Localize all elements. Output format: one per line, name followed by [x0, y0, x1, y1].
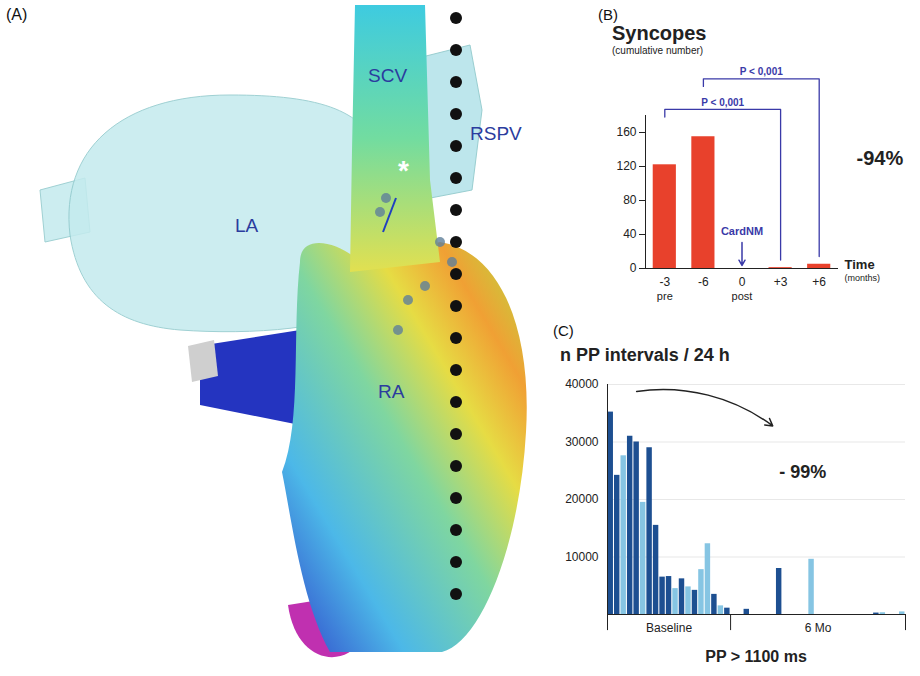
- svg-text:+6: +6: [812, 275, 826, 289]
- svg-text:80: 80: [623, 193, 637, 207]
- svg-text:(months): (months): [845, 273, 881, 283]
- svg-text:0: 0: [630, 261, 637, 275]
- svg-text:pre: pre: [657, 290, 673, 302]
- svg-text:post: post: [732, 290, 753, 302]
- svg-text:+3: +3: [774, 275, 788, 289]
- svg-text:- 99%: - 99%: [779, 462, 826, 482]
- svg-text:RA: RA: [378, 381, 405, 402]
- svg-text:*: *: [398, 155, 409, 186]
- svg-text:120: 120: [616, 159, 636, 173]
- html-text:Syncopes: Syncopes: [612, 22, 707, 44]
- svg-text:-94%: -94%: [857, 147, 904, 169]
- svg-text:RSPV: RSPV: [470, 123, 522, 144]
- html-text:(cumulative number): (cumulative number): [612, 45, 704, 56]
- svg-text:20000: 20000: [565, 492, 599, 506]
- html-text:(B): (B): [598, 6, 618, 23]
- svg-text:Time: Time: [845, 257, 875, 272]
- html-text:(C): (C): [553, 322, 574, 339]
- svg-text:-3: -3: [659, 275, 670, 289]
- svg-text:10000: 10000: [565, 550, 599, 564]
- html-text:n PP intervals / 24 h: n PP intervals / 24 h: [560, 345, 730, 365]
- svg-text:-6: -6: [698, 275, 709, 289]
- svg-text:0: 0: [739, 275, 746, 289]
- svg-text:Baseline: Baseline: [646, 621, 692, 635]
- svg-text:LA: LA: [235, 215, 259, 236]
- svg-text:SCV: SCV: [368, 65, 407, 86]
- svg-text:40: 40: [623, 227, 637, 241]
- html-text:PP > 1100 ms: PP > 1100 ms: [705, 648, 807, 665]
- svg-text:6 Mo: 6 Mo: [805, 621, 832, 635]
- html-text:(A): (A): [6, 6, 28, 23]
- svg-text:P < 0,001: P < 0,001: [740, 66, 783, 77]
- svg-text:30000: 30000: [565, 435, 599, 449]
- svg-text:40000: 40000: [565, 377, 599, 391]
- svg-text:P < 0,001: P < 0,001: [701, 97, 744, 108]
- svg-text:CardNM: CardNM: [721, 225, 763, 237]
- svg-text:160: 160: [616, 125, 636, 139]
